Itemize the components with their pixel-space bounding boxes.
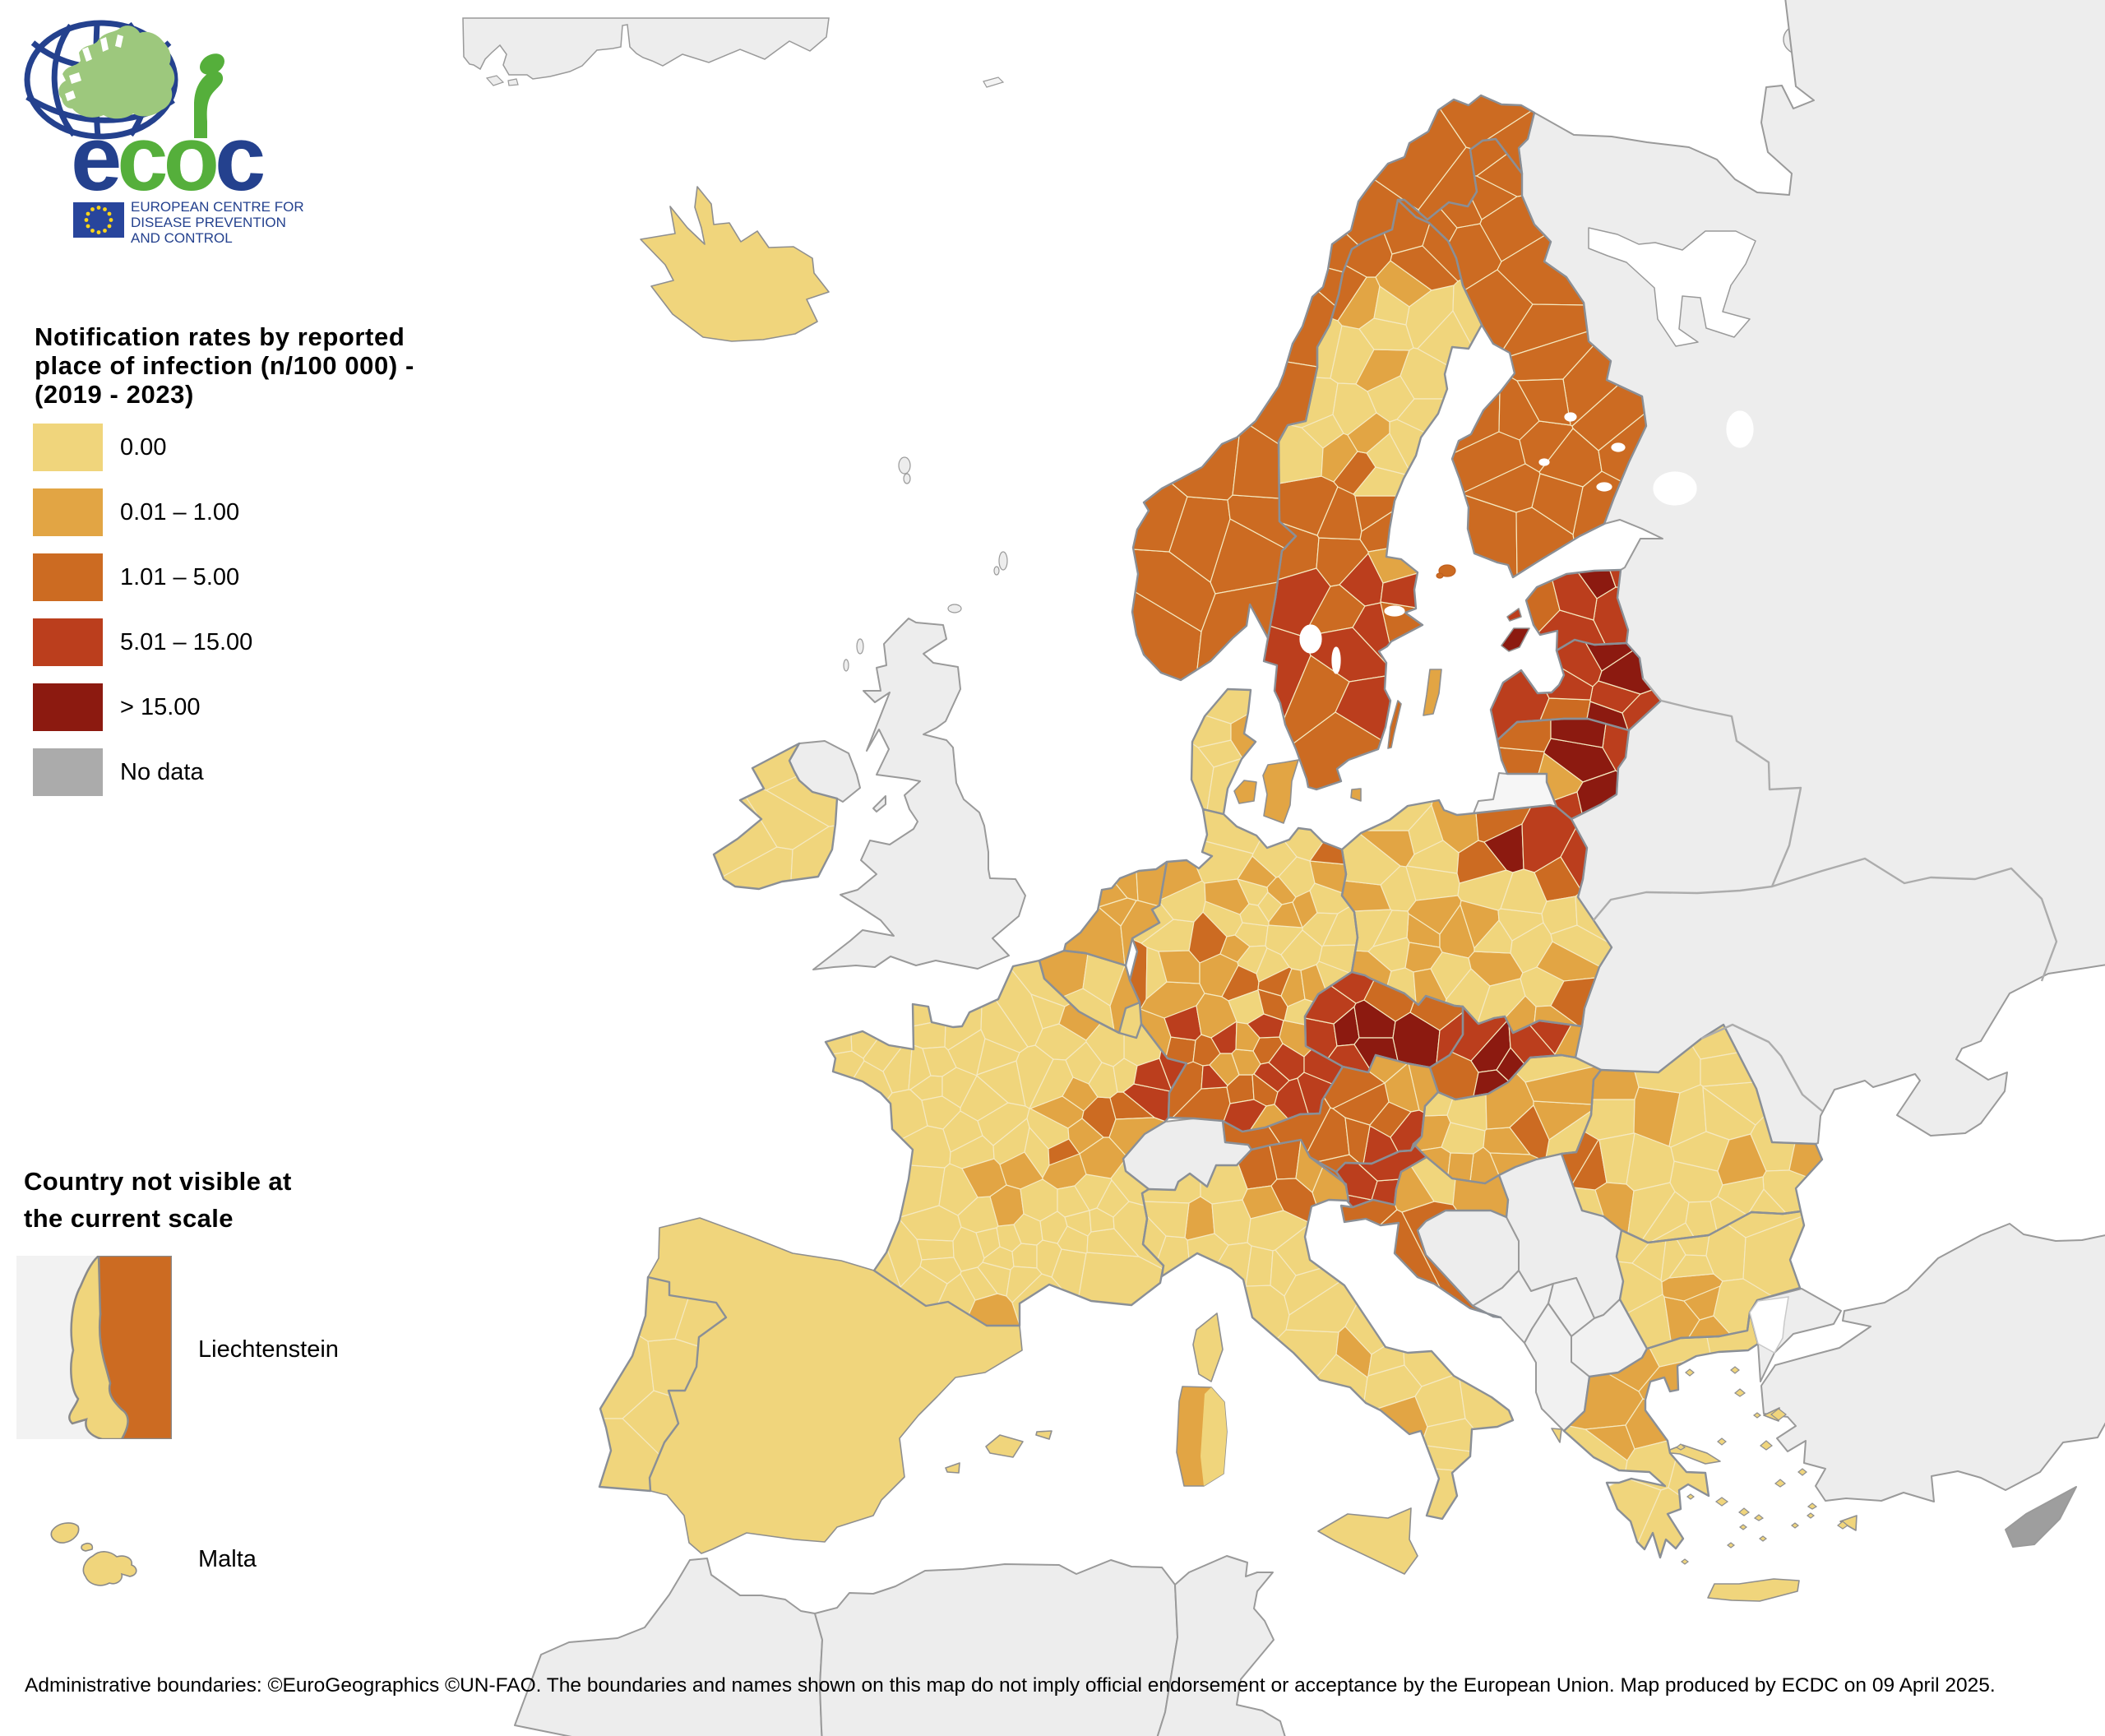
svg-text:ecoc: ecoc (71, 107, 264, 210)
svg-text:place of infection (n/100 000): place of infection (n/100 000) - (35, 351, 414, 380)
svg-text:> 15.00: > 15.00 (120, 694, 201, 720)
svg-text:0.01 – 1.00: 0.01 – 1.00 (120, 499, 239, 525)
svg-text:EUROPEAN CENTRE FOR: EUROPEAN CENTRE FOR (131, 199, 304, 215)
svg-text:0.00: 0.00 (120, 434, 166, 461)
svg-text:Country not visible at: Country not visible at (24, 1167, 292, 1196)
svg-text:Liechtenstein: Liechtenstein (198, 1336, 339, 1363)
svg-text:(2019 - 2023): (2019 - 2023) (35, 380, 194, 409)
svg-text:AND CONTROL: AND CONTROL (131, 230, 233, 246)
svg-text:1.01 – 5.00: 1.01 – 5.00 (120, 564, 239, 590)
svg-text:Notification rates by reported: Notification rates by reported (35, 322, 405, 351)
svg-text:the current scale: the current scale (24, 1204, 234, 1233)
svg-text:Administrative boundaries: ©Eu: Administrative boundaries: ©EuroGeograph… (25, 1674, 1996, 1697)
svg-text:No data: No data (120, 759, 204, 785)
svg-text:5.01 – 15.00: 5.01 – 15.00 (120, 629, 252, 655)
svg-text:DISEASE PREVENTION: DISEASE PREVENTION (131, 215, 286, 230)
svg-text:Malta: Malta (198, 1546, 257, 1572)
